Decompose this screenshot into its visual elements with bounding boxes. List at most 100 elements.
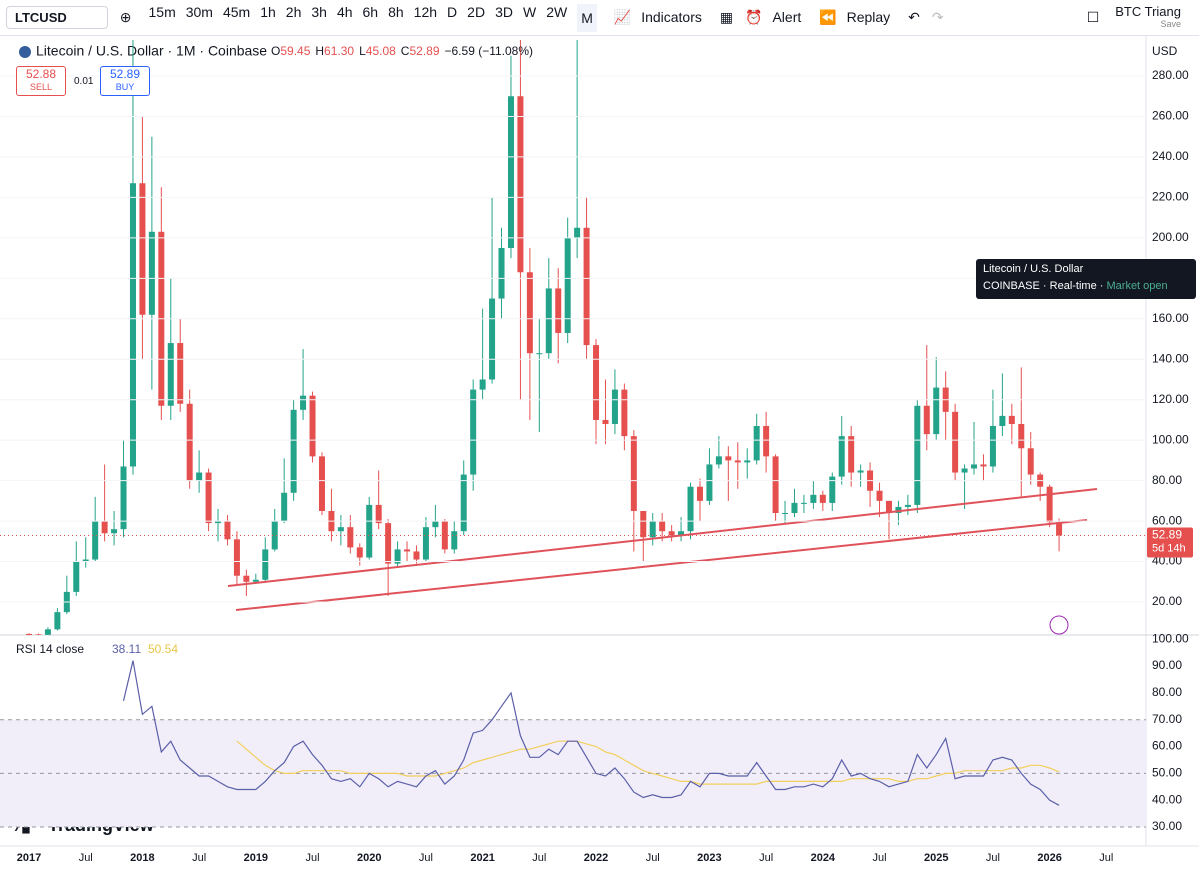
interval[interactable]: 30m	[185, 3, 213, 20]
ohlc-legend: 45.08	[366, 44, 396, 58]
sell-button[interactable]: 52.88 SELL	[16, 66, 66, 96]
candle-body	[347, 527, 354, 548]
indicators[interactable]: 📈 Indicators	[613, 9, 702, 25]
candle-body	[678, 531, 685, 536]
candle-body	[876, 490, 883, 501]
candle-body	[1056, 522, 1063, 536]
candle-body	[744, 460, 751, 463]
interval[interactable]: 12h	[413, 3, 438, 20]
candle-body	[224, 521, 231, 540]
y-tick-label: 220.00	[1152, 190, 1189, 204]
candle-body	[696, 486, 703, 501]
y-tick-label: 20.00	[1152, 594, 1182, 608]
y-tick-label: 60.00	[1152, 513, 1182, 527]
price-tag-value: 52.89	[1152, 528, 1182, 542]
rsi-line	[122, 660, 1060, 806]
symbol[interactable]: LTCUSD	[6, 6, 108, 29]
candle-body	[120, 466, 127, 530]
currency[interactable]: USD	[1152, 44, 1178, 58]
candle-body	[829, 476, 836, 503]
interval[interactable]: 3D	[495, 3, 513, 20]
interval[interactable]: W	[522, 3, 537, 20]
interval[interactable]: 1h	[260, 3, 276, 20]
candle-body	[129, 183, 136, 467]
candle-body	[517, 96, 524, 273]
candle-body	[838, 436, 845, 477]
add-symbol[interactable]: ⊕	[119, 9, 132, 25]
candle-body	[1046, 486, 1053, 523]
candle-body	[952, 411, 959, 473]
event-icon[interactable]	[1049, 615, 1069, 635]
alert[interactable]: ⏰ Alert	[745, 9, 802, 25]
x-tick-label: 2026	[1037, 852, 1061, 864]
candle-body	[857, 470, 864, 473]
interval[interactable]: 8h	[388, 3, 404, 20]
tooltip-status: Market open	[1106, 280, 1168, 292]
replay[interactable]: ⏪ Replay	[819, 9, 891, 25]
candle-body	[404, 549, 411, 552]
x-tick-label: 2020	[357, 852, 381, 864]
candle-body	[545, 288, 552, 354]
layout[interactable]: ☐ BTC Triang Save	[1087, 5, 1193, 30]
ohlc-legend: −6.59 (−11.08%)	[445, 44, 534, 58]
ohlc-legend: O	[271, 44, 280, 58]
layouts[interactable]: ▦	[719, 9, 734, 25]
replay-label: Replay	[846, 9, 891, 25]
chart-title: Litecoin / U.S. Dollar · 1M · Coinbase	[36, 43, 267, 59]
interval[interactable]: 45m	[222, 3, 251, 20]
candle-body	[536, 353, 543, 355]
candle-body	[971, 464, 978, 469]
candle-body	[630, 436, 637, 511]
redo[interactable]: ↷	[931, 9, 944, 25]
candle-body	[281, 492, 288, 522]
interval[interactable]: 2D	[467, 3, 486, 20]
candle-body	[800, 502, 807, 504]
candle-body	[432, 521, 439, 528]
chart: Litecoin / U.S. Dollar · 1M · Coinbase U…	[0, 36, 1199, 864]
candle-body	[148, 231, 155, 315]
candle-body	[885, 500, 892, 514]
x-tick-label: 2018	[130, 852, 154, 864]
x-tick-label: Jul	[1099, 852, 1113, 864]
interval[interactable]: 6h	[362, 3, 379, 20]
candle-body	[819, 494, 826, 503]
interval[interactable]: D	[447, 3, 458, 20]
interval[interactable]: 15m	[148, 3, 176, 20]
y-tick-label: 80.00	[1152, 473, 1182, 487]
interval[interactable]: M	[577, 3, 597, 32]
candle-body	[262, 549, 269, 580]
countdown: 5d 14h	[1152, 542, 1186, 554]
interval[interactable]: 4h	[336, 3, 353, 20]
rsi-value: 38.11	[112, 642, 141, 656]
candle-body	[602, 419, 609, 424]
candle-body	[309, 395, 316, 457]
rsi-ma-line	[236, 740, 1060, 785]
trend-line[interactable]	[235, 519, 1088, 611]
x-tick-label: 2025	[924, 852, 948, 864]
interval[interactable]: 2h	[285, 3, 302, 20]
candle-body	[498, 247, 505, 299]
candle-body	[961, 468, 968, 473]
candle-body	[337, 527, 344, 532]
candle-body	[593, 345, 600, 420]
undo[interactable]: ↶	[908, 9, 920, 25]
candle-body	[44, 629, 51, 635]
candle-body	[621, 389, 628, 437]
candle-body	[489, 298, 496, 380]
ohlc-legend: H	[315, 44, 324, 58]
trend-line[interactable]	[227, 488, 1098, 587]
interval[interactable]: 2W	[546, 3, 568, 20]
candle-body	[196, 472, 203, 481]
indicators-label: Indicators	[641, 9, 702, 25]
buy-button[interactable]: 52.89 BUY	[100, 66, 150, 96]
candle-body	[186, 403, 193, 481]
interval[interactable]: 3h	[311, 3, 327, 20]
rsi-tick-label: 60.00	[1152, 739, 1182, 753]
candle-body	[725, 456, 732, 461]
spread: 0.01	[74, 76, 94, 87]
tooltip-title: Litecoin / U.S. Dollar	[983, 263, 1084, 275]
candle-body	[479, 379, 486, 390]
candle-body	[375, 504, 382, 524]
candle-body	[73, 561, 80, 592]
